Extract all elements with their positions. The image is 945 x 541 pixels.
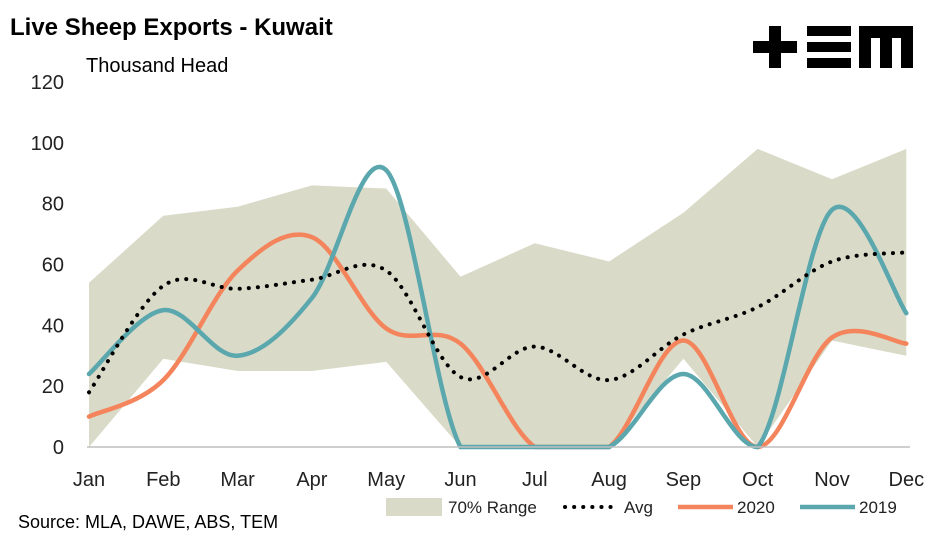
series-line-avg bbox=[87, 250, 909, 395]
x-tick-label: May bbox=[367, 469, 405, 491]
x-tick-label: Nov bbox=[814, 469, 850, 491]
tem-logo bbox=[753, 26, 913, 68]
x-tick-label: Apr bbox=[296, 469, 327, 491]
y-tick-label: 120 bbox=[31, 72, 64, 94]
legend-label-2019: 2019 bbox=[859, 498, 897, 517]
series-line-2020 bbox=[86, 232, 909, 450]
x-tick-label: Dec bbox=[889, 469, 925, 491]
y-tick-label: 20 bbox=[42, 376, 64, 398]
y-tick-label: 0 bbox=[53, 437, 64, 459]
source-note: Source: MLA, DAWE, ABS, TEM bbox=[18, 512, 279, 532]
x-tick-label: Sep bbox=[666, 469, 702, 491]
x-tick-label: Jul bbox=[522, 469, 548, 491]
x-tick-label: Mar bbox=[220, 469, 255, 491]
x-tick-label: Jan bbox=[73, 469, 105, 491]
legend-swatch-range bbox=[386, 498, 442, 516]
x-tick-label: Jun bbox=[444, 469, 476, 491]
y-tick-label: 80 bbox=[42, 194, 64, 216]
chart-title: Live Sheep Exports - Kuwait bbox=[10, 14, 333, 41]
y-tick-label: 40 bbox=[42, 315, 64, 337]
legend-label-range: 70% Range bbox=[448, 498, 537, 517]
x-tick-label: Oct bbox=[742, 469, 774, 491]
y-tick-label: 100 bbox=[31, 133, 64, 155]
x-tick-label: Feb bbox=[146, 469, 180, 491]
legend-label-avg: Avg bbox=[624, 498, 653, 517]
legend-label-2020: 2020 bbox=[737, 498, 775, 517]
y-axis-label: Thousand Head bbox=[86, 55, 229, 77]
y-tick-label: 60 bbox=[42, 255, 64, 277]
range-band bbox=[89, 148, 907, 447]
x-tick-label: Aug bbox=[591, 469, 627, 491]
